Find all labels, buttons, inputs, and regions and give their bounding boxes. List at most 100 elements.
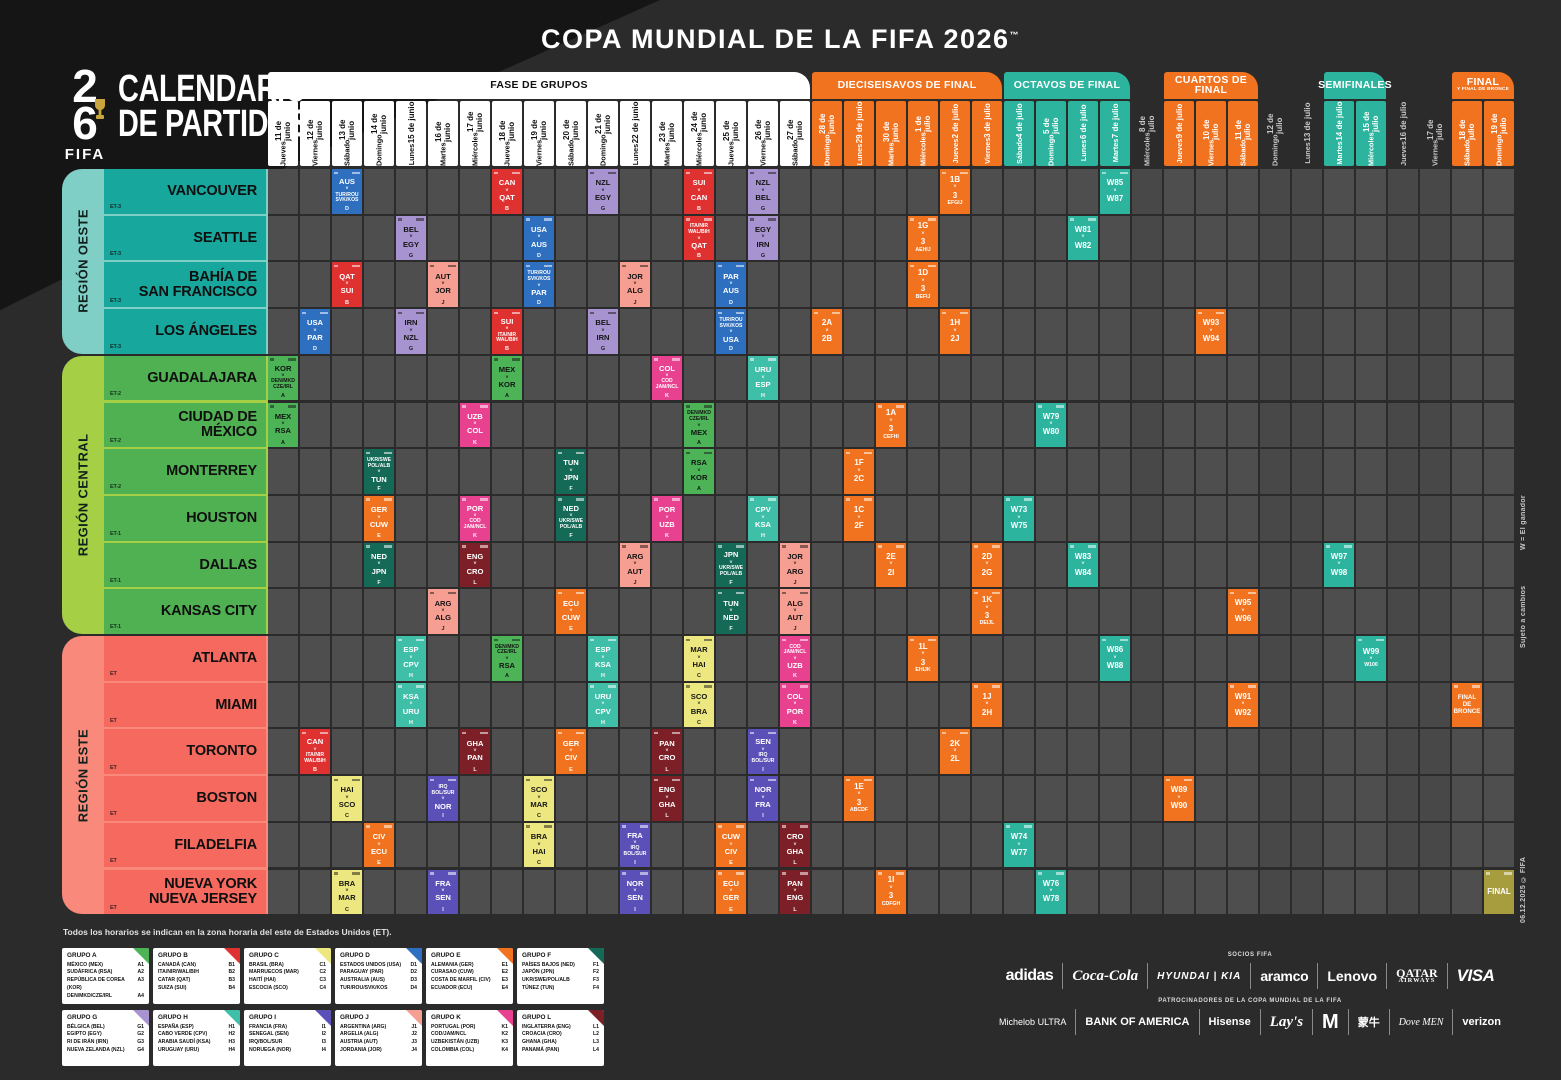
versus-label: v [985,604,989,610]
versus-label: v [697,422,701,428]
group-letter: F [569,533,573,540]
versus-label: v [633,840,637,846]
home-team: ARG [626,551,644,561]
knockout-away-slot: ABCDF [849,807,869,814]
calendar-cell [1452,169,1482,214]
calendar-cell [332,589,362,634]
team-seed-code: I3 [321,1039,326,1046]
calendar-cell [1228,822,1258,868]
calendar-cell [268,682,298,728]
copyright-note: 06.12.2025 © FIFA [1520,856,1527,923]
date-label: 15 de junio [406,101,416,144]
calendar-cell [972,822,1002,868]
calendar-cell [460,776,490,821]
date-label: 26 de junio [754,119,772,140]
versus-label: v [1049,888,1053,894]
date-label: Martes [662,142,672,166]
knockout-home-slot: W95 [1234,598,1252,608]
group-letter: K [665,533,669,540]
calendar-cell [1132,169,1162,214]
knockout-home-slot: W74 [1010,831,1028,841]
calendar-cell [748,262,778,308]
calendar-cell [972,309,1002,354]
team-name: ECUADOR (ECU) [431,985,473,992]
calendar-cell [1484,589,1514,634]
calendar-cell [1388,215,1418,261]
calendar-cell [780,169,810,214]
team-seed-code: L1 [593,1023,599,1030]
group-team-row: ESCOCIA (SCO) C4 [249,985,326,993]
home-team: IRN [404,318,418,328]
away-team: UKR/SWE POL/ALB [558,518,584,531]
knockout-label: DE [1462,700,1472,708]
mengniu-logo: 蒙牛 [1357,1017,1380,1029]
away-team: ECU [370,846,388,856]
away-team: JOR [435,286,451,296]
team-name: BRASIL (BRA) [249,961,284,968]
group-team-row: SUDÁFRICA (RSA) A2 [67,969,144,977]
group-letter: J [441,626,445,633]
city-row-seattle: SEATTLE ET-3 [104,215,266,261]
versus-label: v [1369,656,1373,662]
group-letter: D [729,299,733,306]
timezone-offset: ET-2 [110,390,121,397]
calendar-cell [332,355,362,401]
versus-label: v [377,561,381,567]
date-header-4: Domingo 14 de junio [364,101,394,166]
home-team: ENG [466,551,484,561]
group-letter: A [505,673,509,680]
calendar-cell [556,402,586,448]
team-seed-code: B3 [228,977,235,984]
away-team: COL [466,426,484,436]
calendar-cell [428,822,458,868]
group-letter: H [409,719,413,726]
date-header-3: Sábado 13 de junio [332,101,362,166]
michelob-ultra-logo: Michelob ULTRA [999,1016,1067,1027]
team-name: URUGUAY (URU) [158,1047,200,1054]
calendar-cell [716,169,746,214]
team-name: MARRUECOS (MAR) [249,969,299,976]
calendar-cell [300,169,330,214]
group-letter: A [505,392,509,399]
home-team: POR [466,503,484,513]
calendar-cell [300,776,330,821]
away-team: POR [786,706,804,716]
versus-label: v [1177,794,1181,800]
group-title: GRUPO G [67,1014,98,1021]
calendar-cell [556,822,586,868]
match-cell: 1G v 3 AEHIJ [908,215,938,261]
date-label: Jueves [278,141,288,166]
calendar-cell [364,309,394,354]
separator [1386,963,1388,989]
knockout-away-slot: BEFIJ [915,293,931,300]
calendar-cell [1324,355,1354,401]
group-team-row: DEN/MKD/CZE/IRL A4 [67,993,144,1001]
away-team: PAR [307,333,323,343]
calendar-cell [1292,215,1322,261]
calendar-cell [1068,729,1098,775]
knockout-away-slot: DEIJL [979,620,995,627]
match-cell: W79 v W80 [1036,402,1066,448]
versus-label: v [505,656,509,662]
calendar-cell [620,169,650,214]
calendar-cell [1164,262,1194,308]
group-title: GRUPO B [158,952,188,959]
match-cell: ECU v GER E [716,869,746,915]
calendar-cell [588,776,618,821]
calendar-cell [1228,869,1258,915]
timezone-footnote: Todos los horarios se indican en la zona… [63,927,392,937]
calendar-cell [460,589,490,634]
calendar-cell [812,169,842,214]
calendar-cell [1356,729,1386,775]
versus-label: v [985,701,989,707]
calendar-cell [524,542,554,588]
calendar-cell [684,262,714,308]
match-cell: CPV v KSA H [748,495,778,541]
versus-label: v [1049,421,1053,427]
match-cell: W74 v W77 [1004,822,1034,868]
calendar-cell [1132,869,1162,915]
team-name: JAPÓN (JPN) [522,969,555,976]
calendar-cell [524,449,554,494]
calendar-cell [1068,169,1098,214]
calendar-cell [844,169,874,214]
